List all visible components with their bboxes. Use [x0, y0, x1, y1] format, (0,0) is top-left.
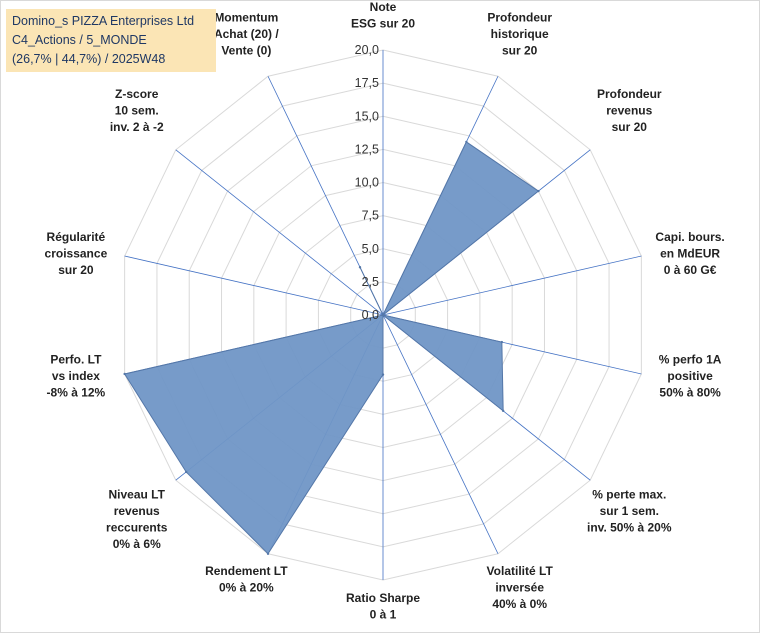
axis-label-line: % perfo 1A: [659, 352, 722, 366]
axis-label-line: revenus: [606, 104, 652, 118]
tick-label: 7,5: [362, 209, 379, 223]
chart-title-box: Domino_s PIZZA Enterprises Ltd C4_Action…: [6, 9, 216, 72]
axis-label-line: croissance: [45, 247, 108, 261]
axis-label-line: Achat (20) /: [214, 27, 279, 41]
label-layer: Note ESG sur 20 Profondeur historique sur 20…: [45, 0, 725, 622]
axis-label-line: 0% à 6%: [113, 537, 161, 551]
axis-label: Profondeur historique sur 20: [487, 11, 552, 58]
axis-label-line: sur 20: [58, 263, 94, 277]
axis-label-line: revenus: [114, 504, 160, 518]
axis-label-line: ESG sur 20: [351, 17, 415, 31]
axis-label-line: historique: [491, 27, 549, 41]
axis-label-line: positive: [667, 369, 713, 383]
data-point: [184, 470, 188, 474]
tick-label: 17,5: [355, 76, 379, 90]
axis-label: Note ESG sur 20: [351, 0, 415, 31]
axis-label-line: en MdEUR: [660, 247, 720, 261]
axis-label-line: Momentum: [214, 11, 278, 25]
axis-label: % perfo 1A positive 50% à 80%: [659, 352, 722, 399]
data-point: [266, 552, 270, 555]
axis-label-line: Perfo. LT: [50, 352, 102, 366]
axis-label-line: vs index: [52, 369, 100, 383]
axis-label-line: 0 à 60 G€: [664, 263, 717, 277]
data-point: [501, 409, 505, 413]
axis-label: Rendement LT 0% à 20%: [205, 564, 288, 595]
chart-title-company: Domino_s PIZZA Enterprises Ltd: [12, 14, 195, 28]
axis-label-line: Profondeur: [487, 11, 552, 25]
tick-label: 15,0: [355, 109, 379, 123]
axis-label-line: inversée: [495, 580, 544, 594]
axis-spoke: [124, 255, 384, 316]
axis-label-line: Note: [370, 0, 397, 14]
axis-label-line: -8% à 12%: [47, 385, 106, 399]
axis-label-line: inv. 2 à -2: [110, 120, 164, 134]
data-point: [465, 140, 468, 144]
axis-label-line: Régularité: [47, 230, 106, 244]
data-point: [537, 189, 540, 193]
axis-label-line: Niveau LT: [108, 487, 165, 501]
axis-label-line: sur 20: [502, 44, 538, 58]
axis-label-line: inv. 50% à 20%: [587, 520, 672, 534]
axis-label-line: Vente (0): [221, 44, 271, 58]
series-area: [123, 141, 540, 555]
axis-label: Niveau LT revenus reccurents 0% à 6%: [106, 487, 168, 551]
data-point: [381, 313, 385, 317]
axis-label-line: Ratio Sharpe: [346, 591, 420, 605]
axis-label-line: % perte max.: [592, 487, 666, 501]
axis-label-line: Rendement LT: [205, 564, 288, 578]
data-point: [123, 372, 126, 376]
axis-label-line: 0% à 20%: [219, 580, 274, 594]
chart-title-stats: (26,7% | 44,7%) / 2025W48: [12, 52, 166, 66]
data-point: [500, 340, 504, 344]
axis-label: Momentum Achat (20) / Vente (0): [214, 11, 279, 58]
axis-label: % perte max. sur 1 sem. inv. 50% à 20%: [587, 487, 672, 534]
axis-label: Ratio Sharpe 0 à 1: [346, 591, 420, 622]
series-layer: [123, 140, 540, 555]
tick-layer: 0,0 2,5 5,0 7,5 10,0 12,5 15,0 17,5 20,0: [355, 43, 379, 322]
axis-label-line: Capi. bours.: [655, 230, 724, 244]
axis-spoke: [382, 314, 499, 554]
axis-label: Perfo. LT vs index -8% à 12%: [47, 352, 106, 399]
axis-label-line: sur 20: [612, 120, 648, 134]
tick-label: 20,0: [355, 43, 379, 57]
axis-label: Volatilité LT inversée 40% à 0%: [487, 564, 554, 611]
axis-label: Capi. bours. en MdEUR 0 à 60 G€: [655, 230, 724, 277]
chart-title-category: C4_Actions / 5_MONDE: [12, 33, 147, 47]
axis-label-line: 10 sem.: [115, 104, 159, 118]
tick-label: 2,5: [362, 275, 379, 289]
axis-spoke: [175, 149, 384, 316]
axis-label-line: Profondeur: [597, 87, 662, 101]
axis-label-line: reccurents: [106, 520, 168, 534]
axis-label-line: Z-score: [115, 87, 159, 101]
axis-label: Profondeur revenus sur 20: [597, 87, 662, 134]
data-point: [358, 266, 362, 269]
axis-label: Régularité croissance sur 20: [45, 230, 108, 277]
axis-label-line: 50% à 80%: [659, 385, 721, 399]
tick-label: 12,5: [355, 142, 379, 156]
axis-label: Z-score 10 sem. inv. 2 à -2: [110, 87, 164, 134]
axis-spoke: [382, 255, 642, 316]
tick-label: 0,0: [362, 308, 379, 322]
axis-label-line: sur 1 sem.: [600, 504, 659, 518]
axis-label-line: Volatilité LT: [487, 564, 554, 578]
tick-label: 10,0: [355, 176, 379, 190]
axis-label-line: 40% à 0%: [492, 597, 547, 611]
tick-label: 5,0: [362, 242, 379, 256]
data-point: [381, 373, 385, 376]
axis-label-line: 0 à 1: [370, 608, 397, 622]
